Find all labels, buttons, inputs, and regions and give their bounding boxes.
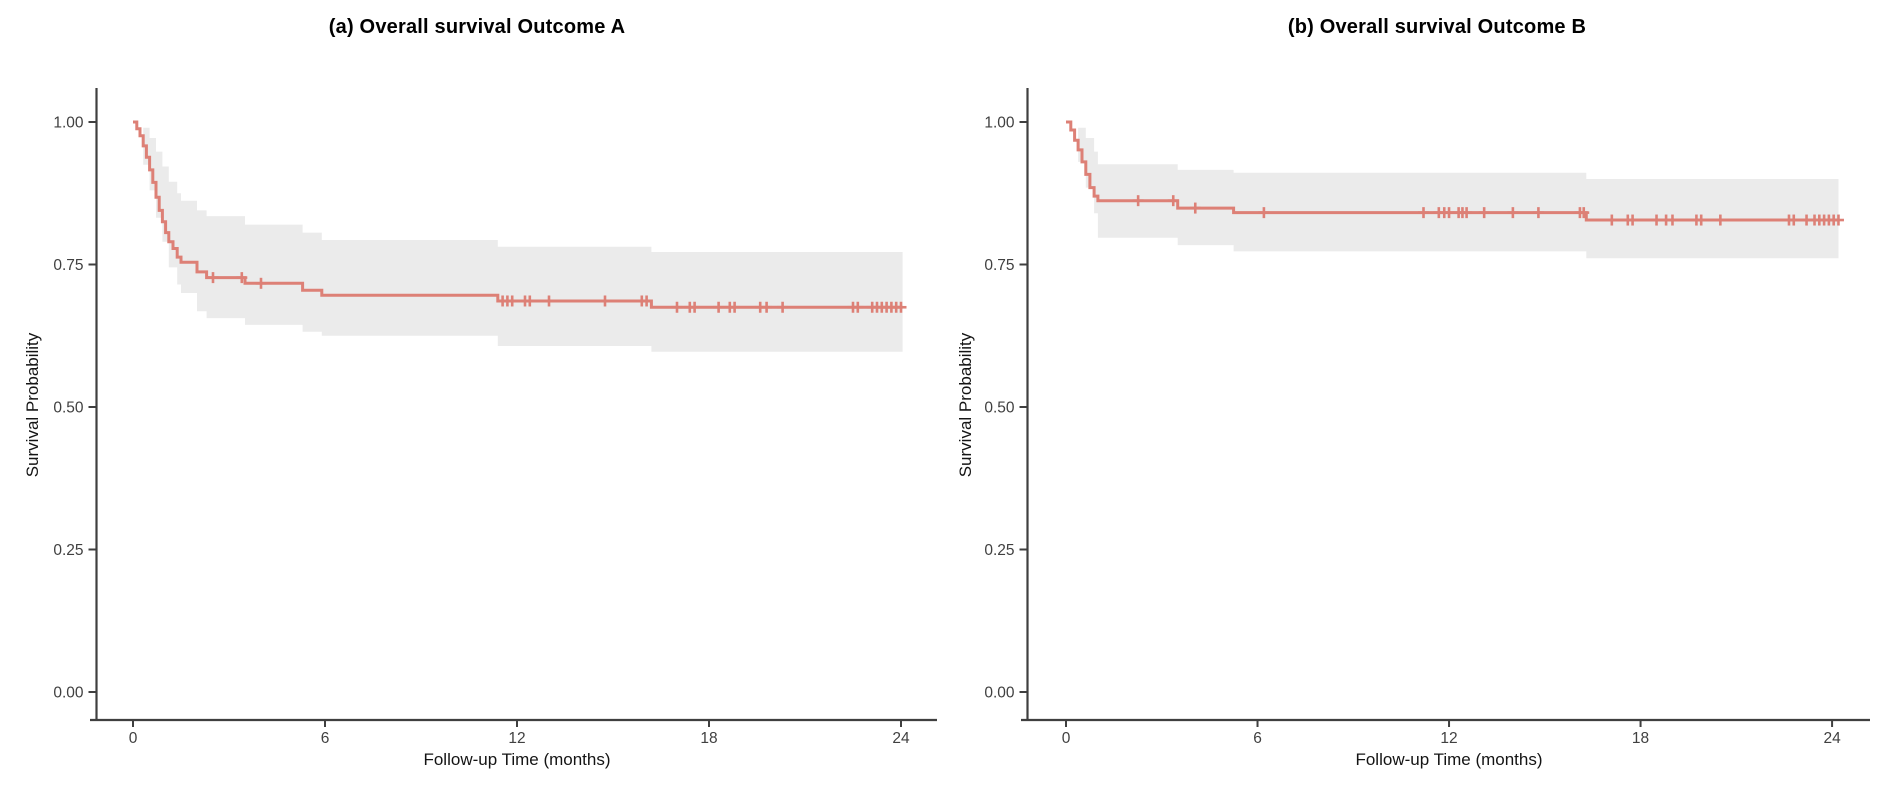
x-tick-label: 24 [892, 730, 910, 747]
censor-mark [671, 301, 683, 313]
censor-mark [1507, 207, 1519, 219]
censor-mark [689, 301, 701, 313]
censor-mark [761, 301, 773, 313]
x-tick-label: 18 [700, 730, 717, 747]
panel-a-y-axis-title: Survival Probability [23, 332, 42, 478]
x-tick-label: 0 [129, 730, 138, 747]
censor-mark [1132, 195, 1144, 207]
censor-mark [641, 295, 653, 307]
censor-mark [1167, 195, 1179, 207]
censor-mark [1478, 207, 1490, 219]
censor-mark [729, 301, 741, 313]
survival-curve [1066, 120, 1839, 222]
panel-b-plot: 0 6 12 18 24 0.00 0.25 0.50 0.75 1.00 [984, 88, 1870, 747]
censor-mark [1788, 214, 1800, 226]
censor-mark [1461, 207, 1473, 219]
censor-mark [1666, 214, 1678, 226]
y-tick-label: 0.00 [984, 685, 1015, 702]
panel-b-x-axis-title: Follow-up Time (months) [1355, 750, 1543, 769]
censor-mark [236, 272, 248, 284]
x-tick-label: 6 [321, 730, 330, 747]
censor-mark [1258, 207, 1270, 219]
censor-mark [1532, 207, 1544, 219]
x-tick-label: 12 [508, 730, 525, 747]
y-tick-label: 0.75 [53, 257, 83, 274]
censor-mark [1695, 214, 1707, 226]
panel-a-plot: 0 6 12 18 24 0.00 0.25 0.50 0.75 1.00 [53, 88, 937, 747]
survival-curve [133, 120, 903, 309]
y-tick-label: 0.50 [53, 400, 84, 417]
confidence-band [133, 122, 903, 352]
censor-mark [524, 295, 536, 307]
censor-mark [852, 301, 864, 313]
y-tick-label: 0.25 [53, 542, 83, 559]
y-tick-label: 1.00 [53, 115, 84, 132]
censor-mark [1578, 207, 1590, 219]
censor-mark [599, 295, 611, 307]
y-tick-label: 1.00 [984, 115, 1015, 132]
censor-mark [1832, 214, 1844, 226]
x-tick-label: 24 [1823, 730, 1841, 747]
y-tick-label: 0.75 [984, 257, 1014, 274]
panel-a-title: (a) Overall survival Outcome A [328, 16, 626, 38]
censor-mark [207, 272, 219, 284]
censor-mark [1627, 214, 1639, 226]
x-tick-label: 18 [1632, 730, 1649, 747]
confidence-band [1066, 122, 1839, 259]
panel-b-y-axis-title: Survival Probability [956, 332, 975, 478]
censor-mark [255, 277, 267, 289]
censor-mark [1714, 214, 1726, 226]
y-tick-label: 0.25 [984, 542, 1014, 559]
censor-mark [1418, 207, 1430, 219]
censor-mark [1651, 214, 1663, 226]
x-tick-label: 0 [1062, 730, 1071, 747]
y-tick-label: 0.50 [984, 400, 1015, 417]
panel-b-title: (b) Overall survival Outcome B [1287, 16, 1587, 38]
censor-mark [777, 301, 789, 313]
panel-a-x-axis-title: Follow-up Time (months) [423, 750, 611, 769]
censor-mark [543, 295, 555, 307]
censor-mark [1189, 202, 1201, 214]
y-tick-label: 0.00 [53, 685, 84, 702]
censor-mark [713, 301, 725, 313]
x-tick-label: 6 [1253, 730, 1262, 747]
censor-mark [1443, 207, 1455, 219]
x-tick-label: 12 [1440, 730, 1457, 747]
censor-mark [895, 301, 907, 313]
censor-mark [1606, 214, 1618, 226]
censor-mark [506, 295, 518, 307]
